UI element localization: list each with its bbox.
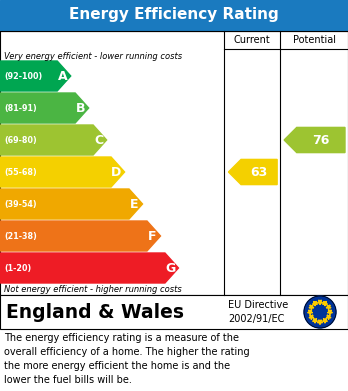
Polygon shape xyxy=(0,93,89,123)
Text: F: F xyxy=(148,230,157,242)
Bar xyxy=(0,295,348,329)
Text: EU Directive
2002/91/EC: EU Directive 2002/91/EC xyxy=(228,300,289,324)
Polygon shape xyxy=(0,221,160,251)
Polygon shape xyxy=(0,157,125,187)
Text: Energy Efficiency Rating: Energy Efficiency Rating xyxy=(69,7,279,23)
Text: England & Wales: England & Wales xyxy=(6,303,184,321)
Text: (39-54): (39-54) xyxy=(4,199,37,208)
Polygon shape xyxy=(323,319,327,323)
Text: Potential: Potential xyxy=(293,35,335,45)
Polygon shape xyxy=(326,305,331,310)
Text: 76: 76 xyxy=(312,133,330,147)
Text: (1-20): (1-20) xyxy=(4,264,31,273)
Text: D: D xyxy=(111,165,121,179)
Text: (81-91): (81-91) xyxy=(4,104,37,113)
Polygon shape xyxy=(0,61,71,91)
Polygon shape xyxy=(309,315,314,319)
Polygon shape xyxy=(327,310,332,315)
Text: A: A xyxy=(58,70,68,83)
Polygon shape xyxy=(0,189,143,219)
Text: (55-68): (55-68) xyxy=(4,167,37,176)
Text: Not energy efficient - higher running costs: Not energy efficient - higher running co… xyxy=(4,285,182,294)
Text: Very energy efficient - lower running costs: Very energy efficient - lower running co… xyxy=(4,52,182,61)
Text: C: C xyxy=(94,133,103,147)
Polygon shape xyxy=(0,125,106,155)
Polygon shape xyxy=(313,301,317,306)
Text: B: B xyxy=(76,102,85,115)
Bar xyxy=(0,31,348,295)
Text: (92-100): (92-100) xyxy=(4,72,42,81)
Text: The energy efficiency rating is a measure of the
overall efficiency of a home. T: The energy efficiency rating is a measur… xyxy=(4,333,250,385)
Polygon shape xyxy=(284,127,345,152)
Polygon shape xyxy=(313,319,317,323)
Bar xyxy=(0,0,348,30)
Text: G: G xyxy=(165,262,175,274)
Polygon shape xyxy=(309,305,314,310)
Polygon shape xyxy=(326,315,331,319)
Text: (21-38): (21-38) xyxy=(4,231,37,240)
Text: 63: 63 xyxy=(251,165,268,179)
Polygon shape xyxy=(228,160,277,185)
Text: E: E xyxy=(130,197,139,210)
Polygon shape xyxy=(323,301,327,306)
Polygon shape xyxy=(0,253,179,283)
Polygon shape xyxy=(318,320,323,325)
Polygon shape xyxy=(318,300,323,305)
Text: Current: Current xyxy=(234,35,271,45)
Text: (69-80): (69-80) xyxy=(4,136,37,145)
Circle shape xyxy=(304,296,336,328)
Polygon shape xyxy=(308,310,313,315)
